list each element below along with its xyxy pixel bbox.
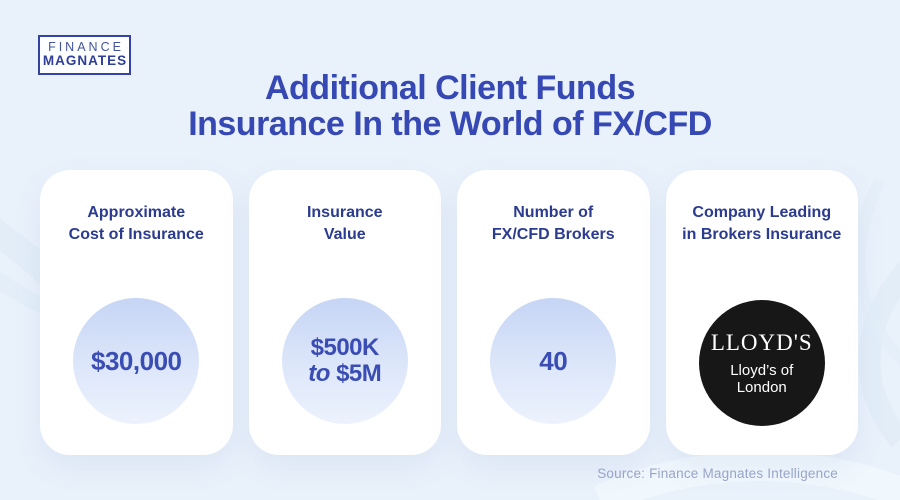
stat-value: 40	[539, 345, 568, 376]
card-label-line1: Number of	[513, 204, 594, 221]
stat-value: $500K to $5M	[308, 333, 382, 388]
page-title: Additional Client Funds Insurance In the…	[0, 70, 900, 143]
stat-bubble: $30,000	[73, 298, 200, 424]
stat-bubble: $500K to $5M	[281, 298, 408, 424]
card-leading-company: Company Leading in Brokers Insurance LLO…	[665, 170, 859, 455]
card-label-line1: Insurance	[306, 204, 383, 221]
stat-bubble: 40	[490, 298, 617, 424]
card-label-line1: Company Leading	[692, 204, 832, 221]
stat-value-line2: to $5M	[308, 360, 382, 387]
lloyds-wordmark: LLOYD'S	[710, 329, 813, 355]
card-label-line2: Value	[323, 225, 366, 243]
card-number-of-brokers: Number of FX/CFD Brokers 40	[457, 170, 650, 455]
logo-text-magnates: MAGNATES	[42, 53, 128, 69]
card-label: Number of FX/CFD Brokers	[457, 170, 650, 245]
card-label: Company Leading in Brokers Insurance	[666, 170, 859, 245]
card-label-line2: FX/CFD Brokers	[491, 225, 615, 243]
page-title-line2: Insurance In the World of FX/CFD	[188, 105, 712, 144]
lloyds-subtitle-line1: Lloyd’s of	[730, 361, 794, 379]
stat-value-to: to	[308, 360, 330, 387]
logo-text-finance: FINANCE	[48, 40, 124, 55]
lloyds-subtitle-line2: London	[736, 379, 787, 396]
stat-value-line1: $500K	[310, 333, 380, 361]
lloyds-subtitle: Lloyd’s of London	[730, 362, 793, 397]
card-cost-of-insurance: Approximate Cost of Insurance $30,000	[40, 170, 233, 455]
card-label: Insurance Value	[249, 170, 442, 245]
finance-magnates-logo: FINANCE MAGNATES	[38, 35, 131, 75]
source-attribution: Source: Finance Magnates Intelligence	[597, 466, 838, 481]
stat-cards-row: Approximate Cost of Insurance $30,000 In…	[40, 170, 858, 455]
page-title-line1: Additional Client Funds	[264, 69, 636, 107]
card-label-line2: in Brokers Insurance	[682, 225, 842, 243]
card-label-line2: Cost of Insurance	[68, 225, 204, 243]
stat-value: $30,000	[91, 345, 182, 376]
card-label: Approximate Cost of Insurance	[40, 170, 233, 245]
stat-value-max: $5M	[336, 360, 382, 387]
card-insurance-value: Insurance Value $500K to $5M	[248, 170, 442, 455]
card-label-line1: Approximate	[87, 204, 186, 221]
lloyds-logo-circle: LLOYD'S Lloyd’s of London	[698, 300, 825, 426]
